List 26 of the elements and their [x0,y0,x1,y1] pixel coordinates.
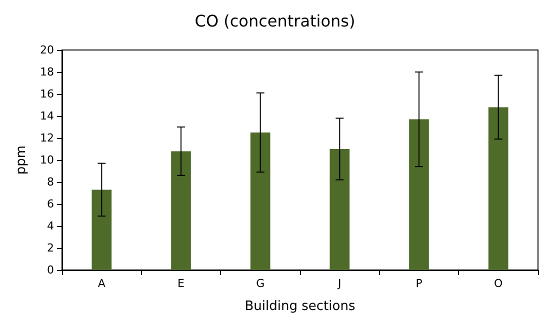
y-tick-label: 16 [40,88,54,100]
y-tick-label: 2 [47,242,54,254]
x-tick-label: O [494,277,503,290]
y-tick-label: 8 [47,176,54,188]
x-axis-title: Building sections [244,299,356,314]
x-tick-label: G [256,277,265,290]
y-tick-label: 12 [40,132,54,144]
chart-title: CO (concentrations) [194,12,356,30]
y-tick-label: 20 [40,44,54,56]
bar [92,190,112,270]
y-axis-title: ppm [14,145,29,175]
y-tick-label: 6 [47,198,54,210]
bar [330,149,350,270]
bar [250,132,270,270]
x-tick-label: E [178,277,185,290]
x-tick-label: J [337,277,342,290]
x-tick-label: A [98,277,106,290]
bar [171,151,191,270]
y-tick-label: 10 [40,154,54,166]
y-tick-label: 0 [47,264,54,276]
bar [488,107,508,270]
y-tick-label: 18 [40,66,54,78]
y-tick-label: 14 [40,110,54,122]
bar [409,119,429,270]
x-tick-label: P [416,277,423,290]
y-tick-label: 4 [47,220,54,232]
